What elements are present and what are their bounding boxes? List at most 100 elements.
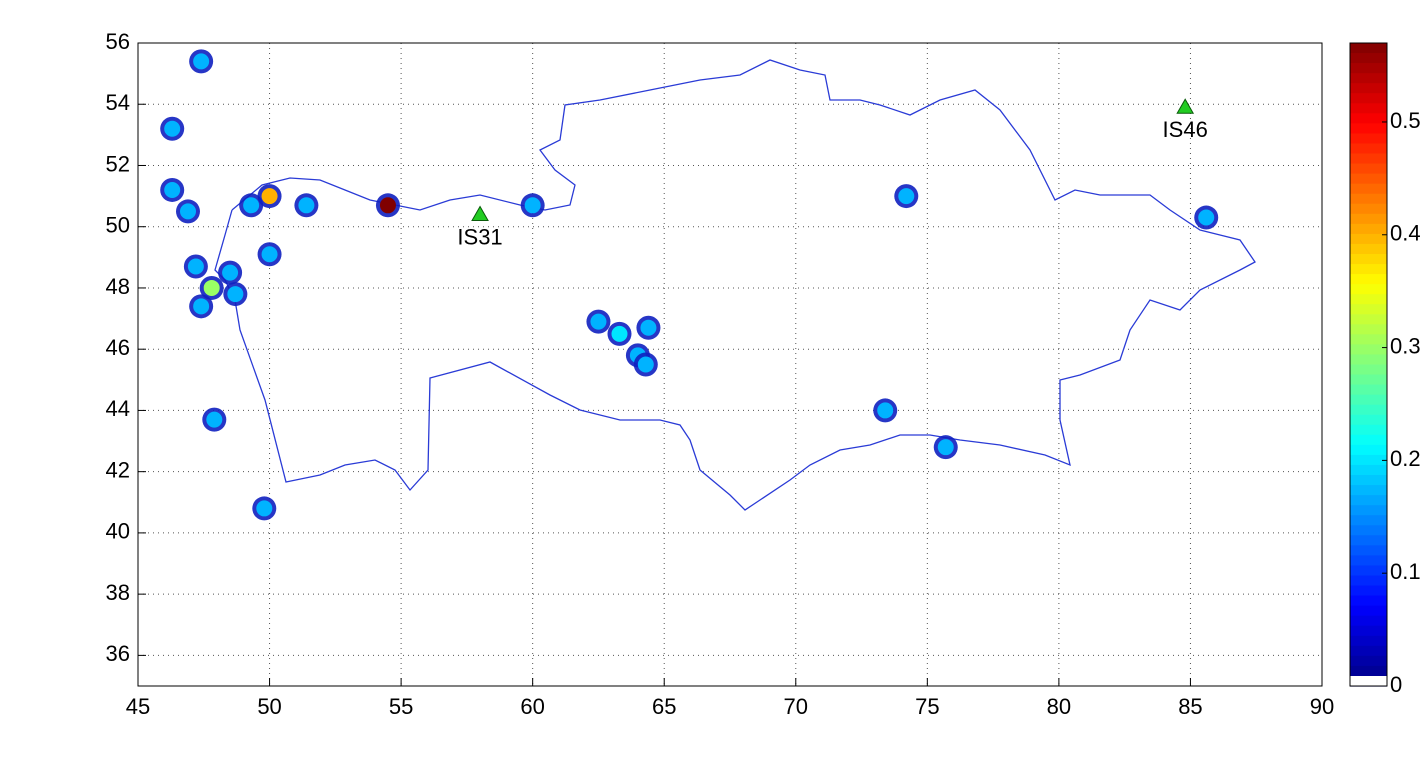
hotspot-core [265,192,274,201]
colorbar-cell [1350,133,1387,145]
hotspot [222,264,239,281]
x-tick-label: 90 [1310,694,1334,719]
colorbar-cell [1350,454,1387,466]
plot-frame [137,42,1323,687]
hotspot [524,197,541,214]
colorbar-cell [1350,464,1387,476]
colorbar-cell [1350,625,1387,637]
colorbar-cell [1350,213,1387,225]
hotspot [243,197,260,214]
y-tick-label: 42 [106,457,130,482]
colorbar-cell [1350,485,1387,496]
colorbar-cell [1350,223,1387,235]
x-tick-label: 55 [389,694,413,719]
station-label: IS31 [457,224,502,249]
x-tick-label: 70 [784,694,808,719]
hotspot [193,53,210,70]
hotspot-core [383,201,392,210]
y-tick-label: 44 [106,396,130,421]
grid: 45 50 55 60 65 70 75 80 85 90 36 38 40 42 44 46 48 50 52 54… [106,29,1335,719]
colorbar-cell [1350,605,1387,617]
colorbar-cell [1350,575,1387,587]
hotspot [1198,209,1215,226]
colorbar-floor [1350,676,1387,686]
hotspot [164,181,181,198]
colorbar-cell [1350,444,1387,456]
hotspot [298,197,315,214]
colorbar-cell [1350,304,1387,315]
hotspot [877,402,894,419]
hotspot [256,500,273,517]
colorbar-tick-label: 0.3 [1390,333,1421,358]
colorbar-cell [1350,324,1387,335]
colorbar-cell [1350,505,1387,516]
x-tick-label: 65 [652,694,676,719]
colorbar-cell [1350,334,1387,346]
y-tick-label: 52 [106,151,130,176]
colorbar-cell [1350,495,1387,506]
hotspot-core [207,283,216,292]
y-tick-label: 46 [106,335,130,360]
colorbar-cell [1350,354,1387,366]
x-tick-label: 80 [1047,694,1071,719]
y-tick-label: 48 [106,274,130,299]
station [1176,98,1195,114]
colorbar-cell [1350,153,1387,165]
colorbar-cell [1350,384,1387,396]
colorbar-cell [1350,655,1387,667]
colorbar-cell [1350,314,1387,325]
colorbar-cell [1350,274,1387,285]
hotspot [179,203,196,220]
x-tick-label: 45 [126,694,150,719]
colorbar-cell [1350,555,1387,567]
colorbar-cell [1350,665,1387,677]
colorbar-cell [1350,113,1387,124]
colorbar-cell [1350,585,1387,597]
colorbar-cell [1350,83,1387,94]
colorbar-cell [1350,424,1387,436]
colorbar-cell [1350,535,1387,546]
hotspot [937,439,954,456]
colorbar-cell [1350,253,1387,265]
station [471,205,489,221]
y-tick-label: 56 [106,29,130,54]
hotspot [164,120,181,137]
country-border [214,59,1256,511]
colorbar-tick-label: 0.5 [1390,108,1421,133]
colorbar-cell [1350,123,1387,135]
colorbar-cell [1350,565,1387,577]
colorbar-cell [1350,545,1387,556]
y-tick-label: 50 [106,213,130,238]
colorbar-cell [1350,635,1387,647]
colorbar-cell [1350,414,1387,426]
colorbar-cell [1350,615,1387,627]
colorbar-frame [1349,42,1388,687]
colorbar-cell [1350,163,1387,175]
x-tick-label: 85 [1178,694,1202,719]
marks: IS31 IS46 [160,49,1219,521]
hotspot [187,258,204,275]
colorbar-cell [1350,374,1387,386]
colorbar-cell [1350,294,1387,305]
colorbar-cell [1350,63,1387,74]
colorbar-cell [1350,645,1387,657]
colorbar-cell [1350,595,1387,607]
colorbar-cell [1350,103,1387,114]
colorbar-tick-label: 0.1 [1390,559,1421,584]
colorbar-cell [1350,73,1387,84]
hotspot [590,313,607,330]
colorbar-cell [1350,203,1387,215]
colorbar-cell [1350,264,1387,275]
hotspot [640,319,657,336]
colorbar-cell [1350,173,1387,185]
station-label: IS46 [1163,117,1208,142]
colorbar-cell [1350,93,1387,104]
colorbar-cell [1350,53,1387,64]
y-tick-label: 38 [106,580,130,605]
y-tick-label: 36 [106,641,130,666]
colorbar-cell [1350,143,1387,155]
colorbar-cell [1350,43,1387,54]
hotspot [898,188,915,205]
